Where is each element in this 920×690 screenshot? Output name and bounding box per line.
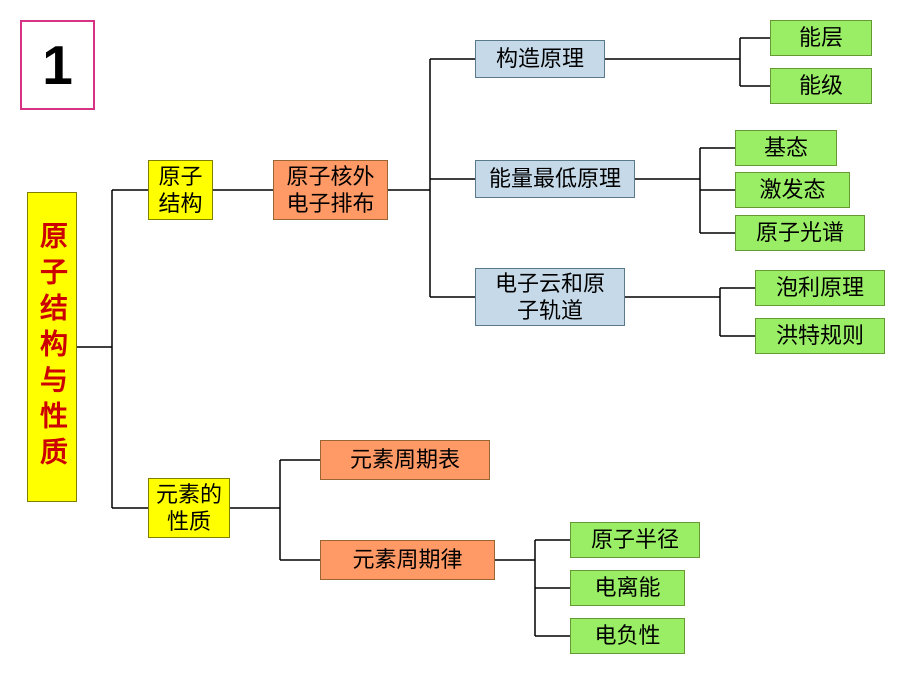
node-label: 原子光谱 (756, 219, 844, 247)
node-label: 原子核外 电子排布 (286, 163, 374, 218)
node-l2b: 元素周期表 (320, 440, 490, 480)
node-l2a: 原子核外 电子排布 (273, 160, 388, 220)
node-label: 构造原理 (496, 45, 584, 73)
root-label: 原子结构与性质 (32, 221, 72, 473)
node-l3b: 能量最低原理 (475, 160, 635, 198)
node-label: 元素周期律 (352, 546, 462, 574)
node-label: 元素周期表 (350, 446, 460, 474)
node-label: 电子云和原 子轨道 (495, 270, 605, 325)
node-l4h: 原子半径 (570, 522, 700, 558)
node-label: 洪特规则 (776, 322, 864, 350)
node-label: 激发态 (759, 176, 825, 204)
node-label: 能层 (799, 24, 843, 52)
node-label: 能量最低原理 (489, 165, 621, 193)
chapter-number-badge: 1 (20, 20, 95, 110)
node-l4b: 能级 (770, 68, 872, 104)
node-label: 泡利原理 (776, 274, 864, 302)
node-l3a: 构造原理 (475, 40, 605, 78)
node-l4g: 洪特规则 (755, 318, 885, 354)
node-l4c: 基态 (735, 130, 837, 166)
node-l4a: 能层 (770, 20, 872, 56)
node-label: 基态 (764, 134, 808, 162)
node-label: 电负性 (594, 622, 660, 650)
node-label: 原子半径 (591, 526, 679, 554)
node-l4i: 电离能 (570, 570, 685, 606)
node-label: 原子 结构 (158, 163, 202, 218)
node-l4d: 激发态 (735, 172, 850, 208)
node-l1b: 元素的 性质 (148, 478, 230, 538)
node-l4j: 电负性 (570, 618, 685, 654)
root-node: 原子结构与性质 (27, 192, 77, 502)
node-l2c: 元素周期律 (320, 540, 495, 580)
node-l4f: 泡利原理 (755, 270, 885, 306)
node-l3c: 电子云和原 子轨道 (475, 268, 625, 326)
node-label: 元素的 性质 (156, 481, 222, 536)
node-label: 电离能 (594, 574, 660, 602)
node-l1a: 原子 结构 (148, 160, 213, 220)
node-l4e: 原子光谱 (735, 215, 865, 251)
chapter-number: 1 (42, 33, 73, 97)
node-label: 能级 (799, 72, 843, 100)
